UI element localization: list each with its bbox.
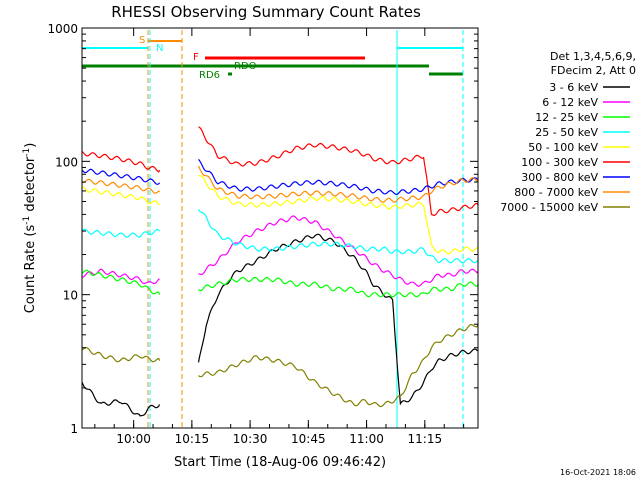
series-line-4-segment-1 <box>198 175 479 255</box>
x-tick-label: 11:00 <box>349 432 384 446</box>
series-line-0-segment-0 <box>81 382 161 417</box>
series-line-3-segment-0 <box>81 228 161 238</box>
x-tick-label: 10:30 <box>233 432 268 446</box>
series-line-7-segment-0 <box>81 178 161 194</box>
y-tick-label: 1 <box>70 422 78 436</box>
flag-s-label: S <box>139 35 145 46</box>
y-axis-label: Count Rate (s-1 detector-1) <box>22 143 38 314</box>
series-layer <box>81 126 479 417</box>
flag-bars: S N F RDO RD6 <box>82 35 463 81</box>
legend-header-line-1: Det 1,3,4,5,6,9, <box>550 50 636 63</box>
x-tick-label: 10:45 <box>291 432 326 446</box>
x-tick-label: 11:15 <box>408 432 443 446</box>
flag-n-label: N <box>156 43 163 54</box>
legend-label: 6 - 12 keV <box>542 96 598 109</box>
y-tick-label: 100 <box>55 155 78 169</box>
plot-frame <box>81 27 479 429</box>
x-axis-label: Start Time (18-Aug-06 09:46:42) <box>174 455 386 470</box>
series-line-4-segment-0 <box>81 186 160 206</box>
legend-label: 300 - 800 keV <box>521 171 598 184</box>
legend-label: 3 - 6 keV <box>549 81 598 94</box>
legend-label: 12 - 25 keV <box>535 111 598 124</box>
x-tick-label: 10:00 <box>116 432 151 446</box>
x-tick-label: 10:15 <box>175 432 210 446</box>
footer-timestamp: 16-Oct-2021 18:06 <box>560 468 636 477</box>
series-line-2-segment-0 <box>81 269 161 295</box>
series-line-2-segment-1 <box>198 276 479 298</box>
chart-title: RHESSI Observing Summary Count Rates <box>111 3 421 21</box>
flag-rd6-label: RD6 <box>199 70 220 81</box>
series-line-1-segment-1 <box>198 215 479 287</box>
legend-header-line-2: FDecim 2, Att 0 <box>551 64 636 77</box>
y-tick-label: 10 <box>63 289 78 303</box>
legend-label: 50 - 100 keV <box>528 141 598 154</box>
event-markers <box>147 30 464 428</box>
flag-rdo-label: RDO <box>234 61 257 72</box>
series-line-7-segment-1 <box>197 165 479 203</box>
series-line-8-segment-0 <box>81 347 161 363</box>
legend-label: 800 - 7000 keV <box>514 186 598 199</box>
tick-labels: 10:00 10:15 10:30 10:45 11:00 11:15 1 10 100 1000 <box>47 22 442 446</box>
flag-f-label: F <box>193 52 199 63</box>
legend: Det 1,3,4,5,6,9, FDecim 2, Att 0 3 - 6 k… <box>500 50 636 214</box>
series-line-5-segment-0 <box>81 151 161 173</box>
legend-label: 7000 - 15000 keV <box>500 201 598 214</box>
axis-ticks <box>82 27 478 429</box>
legend-label: 100 - 300 keV <box>521 156 598 169</box>
series-line-3-segment-1 <box>198 209 479 264</box>
series-line-0-segment-1 <box>197 233 479 406</box>
series-line-6-segment-0 <box>81 168 161 185</box>
legend-label: 25 - 50 keV <box>535 126 598 139</box>
series-line-6-segment-1 <box>198 158 479 196</box>
series-line-5-segment-1 <box>198 126 479 217</box>
y-tick-label: 1000 <box>47 22 78 36</box>
series-line-8-segment-1 <box>198 323 479 408</box>
